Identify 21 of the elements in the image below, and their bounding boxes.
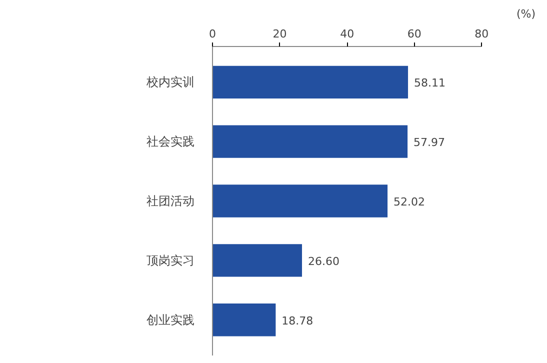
y-tick-label: 创业实践 — [146, 312, 194, 327]
data-label: 57.97 — [414, 136, 446, 150]
data-label: 58.11 — [414, 76, 446, 90]
x-tick-label: 60 — [407, 28, 422, 40]
y-tick-label: 顶岗实习 — [146, 253, 194, 268]
data-label: 18.78 — [282, 314, 314, 328]
x-tick-label: 40 — [340, 28, 354, 40]
bar — [212, 66, 408, 98]
x-tick-label: 20 — [272, 28, 287, 40]
y-tick-label: 社团活动 — [146, 194, 194, 208]
bar — [212, 184, 388, 218]
data-label: 52.02 — [394, 196, 426, 208]
bar — [212, 244, 302, 277]
x-tick-label: 0 — [209, 28, 216, 40]
y-tick-label: 社会实践 — [146, 134, 194, 149]
bar — [212, 125, 408, 158]
bar — [212, 304, 276, 336]
data-label: 26.60 — [308, 254, 340, 268]
x-tick-label: 80 — [474, 28, 489, 40]
y-tick-label: 校内实训 — [146, 75, 194, 90]
x-axis-title: (%) — [516, 8, 536, 20]
